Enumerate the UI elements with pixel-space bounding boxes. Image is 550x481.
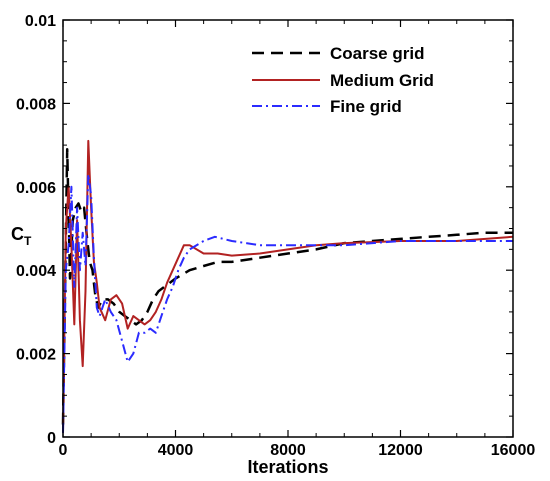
y-tick-label: 0.006 [16,180,56,197]
x-tick-labels: 0 4000 8000 12000 16000 [59,442,536,459]
x-tick-label: 12000 [378,442,423,459]
x-axis-title: Iterations [247,457,328,477]
y-axis-title-subscript: T [24,234,32,248]
x-tick-label: 4000 [158,442,194,459]
legend-label-coarse-grid: Coarse grid [330,44,424,63]
legend: Coarse grid Medium Grid Fine grid [252,44,434,116]
x-tick-label: 0 [59,442,68,459]
legend-label-medium-grid: Medium Grid [330,71,434,90]
plot-frame [62,19,514,438]
series-layer [61,139,514,433]
y-tick-label: 0.002 [16,347,56,364]
series-line-coarse-grid [61,148,513,425]
legend-label-fine-grid: Fine grid [330,97,402,116]
y-tick-label: 0.008 [16,96,56,113]
series-line-fine-grid [62,173,513,433]
y-axis-title-main: C [11,224,24,244]
series-line-medium-grid [62,139,514,433]
y-tick-label: 0.01 [25,13,56,30]
y-tick-label: 0 [47,430,56,447]
y-tick-labels: 0 0.002 0.004 0.006 0.008 0.01 [16,13,56,447]
y-axis-title: CT [11,224,32,248]
y-tick-label: 0.004 [16,263,56,280]
x-tick-label: 8000 [270,442,306,459]
ticks-layer [62,19,514,438]
x-tick-label: 16000 [491,442,536,459]
